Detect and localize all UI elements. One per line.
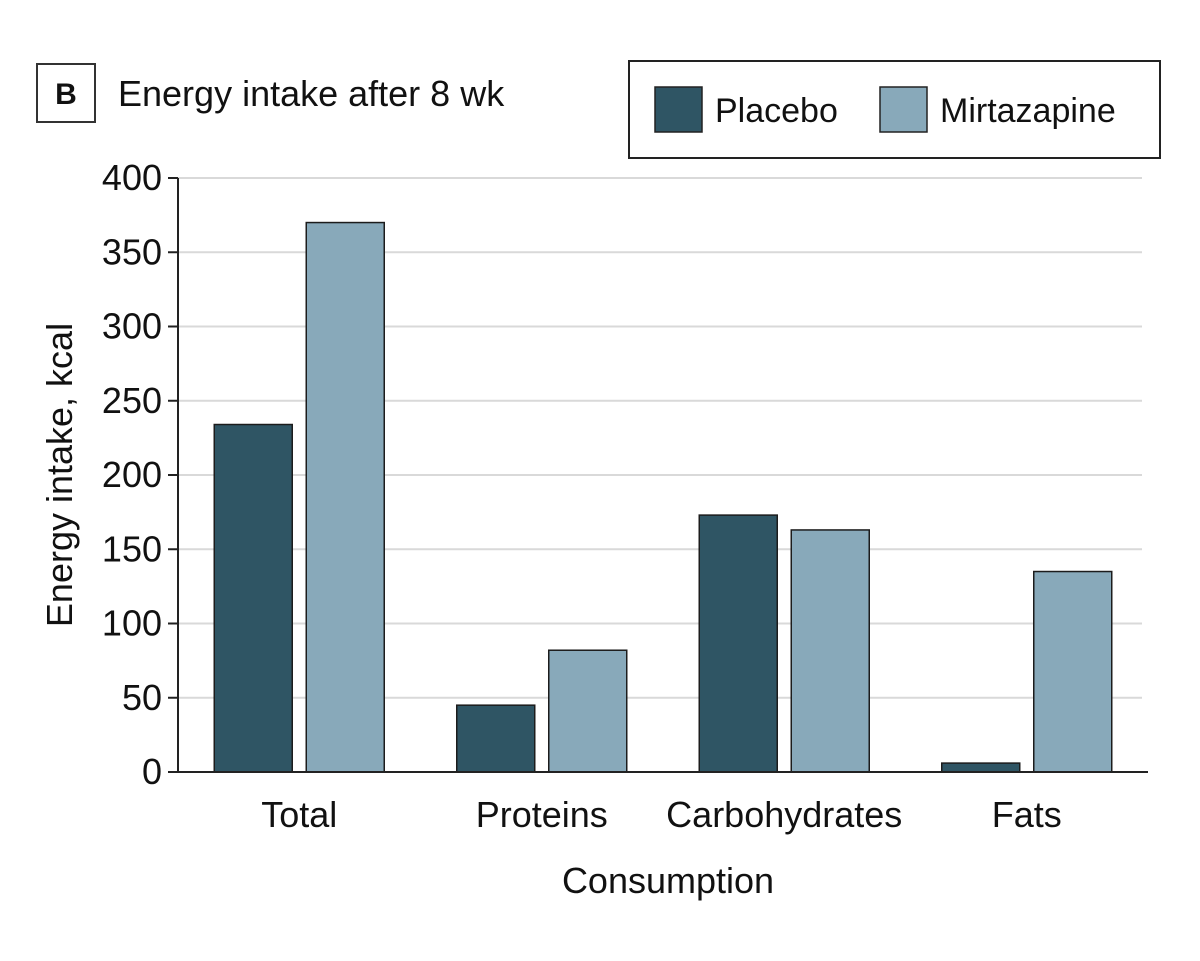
y-tick-label: 150 xyxy=(102,528,162,569)
x-tick-label: Proteins xyxy=(476,794,608,835)
chart-title: Energy intake after 8 wk xyxy=(118,73,505,114)
bar-placebo-fats xyxy=(941,762,1021,773)
panel-label: B xyxy=(55,78,77,111)
x-tick-label: Fats xyxy=(992,794,1062,835)
y-tick-label: 0 xyxy=(142,751,162,792)
y-tick-label: 100 xyxy=(102,603,162,644)
y-tick-label: 50 xyxy=(122,677,162,718)
y-axis-label: Energy intake, kcal xyxy=(39,323,80,627)
panel-label-box xyxy=(36,63,96,123)
legend-label-placebo: Placebo xyxy=(715,92,838,130)
legend-label-mirtazapine: Mirtazapine xyxy=(940,92,1116,130)
bar-mirtazapine-fats xyxy=(1033,570,1113,773)
bar-placebo-total xyxy=(213,423,293,773)
bar-mirtazapine-proteins xyxy=(548,649,628,773)
bar-placebo-carbohydrates xyxy=(698,514,778,773)
legend-swatch-mirtazapine xyxy=(879,86,928,133)
y-tick-label: 350 xyxy=(102,231,162,272)
axes: 0 50 100 150 200 250 300 350 400 Total Proteins Car… xyxy=(102,157,1148,835)
x-tick-label: Total xyxy=(261,794,337,835)
bar-mirtazapine-total xyxy=(305,221,385,773)
x-tick-label: Carbohydrates xyxy=(666,794,902,835)
y-tick-label: 200 xyxy=(102,454,162,495)
bars xyxy=(213,221,1113,773)
bar-mirtazapine-carbohydrates xyxy=(790,529,870,773)
x-axis-label: Consumption xyxy=(562,860,774,901)
legend-swatch-placebo xyxy=(654,86,703,133)
y-tick-label: 250 xyxy=(102,380,162,421)
y-tick-label: 400 xyxy=(102,157,162,198)
y-tick-label: 300 xyxy=(102,306,162,347)
bar-placebo-proteins xyxy=(456,704,536,773)
